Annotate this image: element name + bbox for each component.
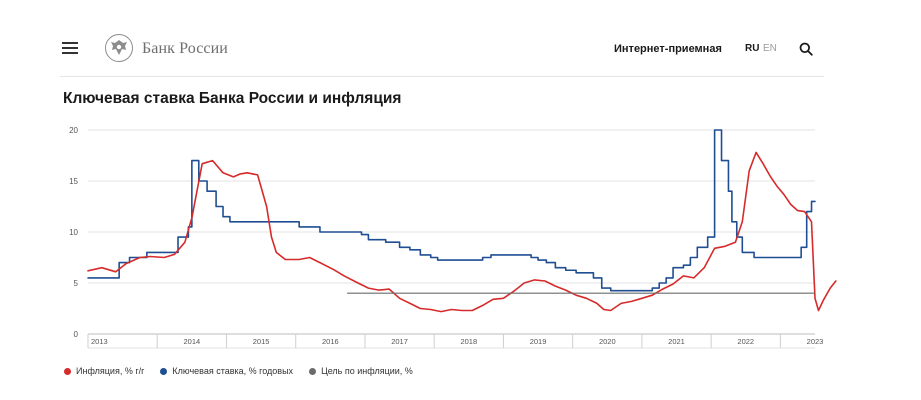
y-tick-label-20: 20	[69, 126, 78, 135]
chart-legend: Инфляция, % г/г Ключевая ставка, % годов…	[64, 366, 413, 376]
y-tick-label-15: 15	[69, 177, 78, 186]
y-tick-label-0: 0	[74, 330, 79, 339]
x-tick-label-2018: 2018	[460, 337, 477, 346]
x-tick-label-2016: 2016	[322, 337, 339, 346]
series-line-key-rate	[87, 129, 816, 292]
search-icon[interactable]	[799, 42, 813, 56]
y-tick-label-10: 10	[69, 228, 78, 237]
legend-item-target[interactable]: Цель по инфляции, %	[309, 366, 413, 376]
internet-reception-link[interactable]: Интернет-приемная	[614, 43, 722, 55]
bank-emblem-logo[interactable]	[104, 33, 134, 63]
menu-icon[interactable]	[62, 42, 78, 54]
legend-label-target: Цель по инфляции, %	[321, 366, 413, 376]
brand-name[interactable]: Банк России	[142, 40, 228, 57]
lang-en-link[interactable]: EN	[763, 43, 777, 54]
site-header: Банк России Интернет-приемная RU EN	[60, 30, 824, 77]
x-tick-label-2020: 2020	[599, 337, 616, 346]
page-title: Ключевая ставка Банка России и инфляция	[63, 90, 402, 107]
x-tick-label-2013: 2013	[91, 337, 108, 346]
legend-item-inflation[interactable]: Инфляция, % г/г	[64, 366, 144, 376]
lang-ru-link[interactable]: RU	[745, 43, 760, 54]
legend-dot-target	[309, 367, 317, 375]
legend-label-inflation: Инфляция, % г/г	[76, 366, 145, 376]
x-tick-label-2021: 2021	[668, 337, 685, 346]
x-tick-label-2022: 2022	[737, 337, 754, 346]
x-tick-label-2017: 2017	[391, 337, 408, 346]
legend-dot-inflation	[64, 367, 71, 375]
series-line-inflation	[87, 151, 837, 313]
x-tick-label-2019: 2019	[530, 337, 547, 346]
y-tick-label-5: 5	[74, 279, 79, 288]
x-tick-label-2023: 2023	[807, 337, 824, 346]
legend-label-key-rate: Ключевая ставка, % годовых	[172, 366, 294, 376]
legend-item-key-rate[interactable]: Ключевая ставка, % годовых	[160, 366, 293, 376]
legend-dot-key-rate	[160, 367, 168, 375]
x-tick-label-2015: 2015	[253, 337, 270, 346]
x-tick-label-2014: 2014	[184, 337, 201, 346]
